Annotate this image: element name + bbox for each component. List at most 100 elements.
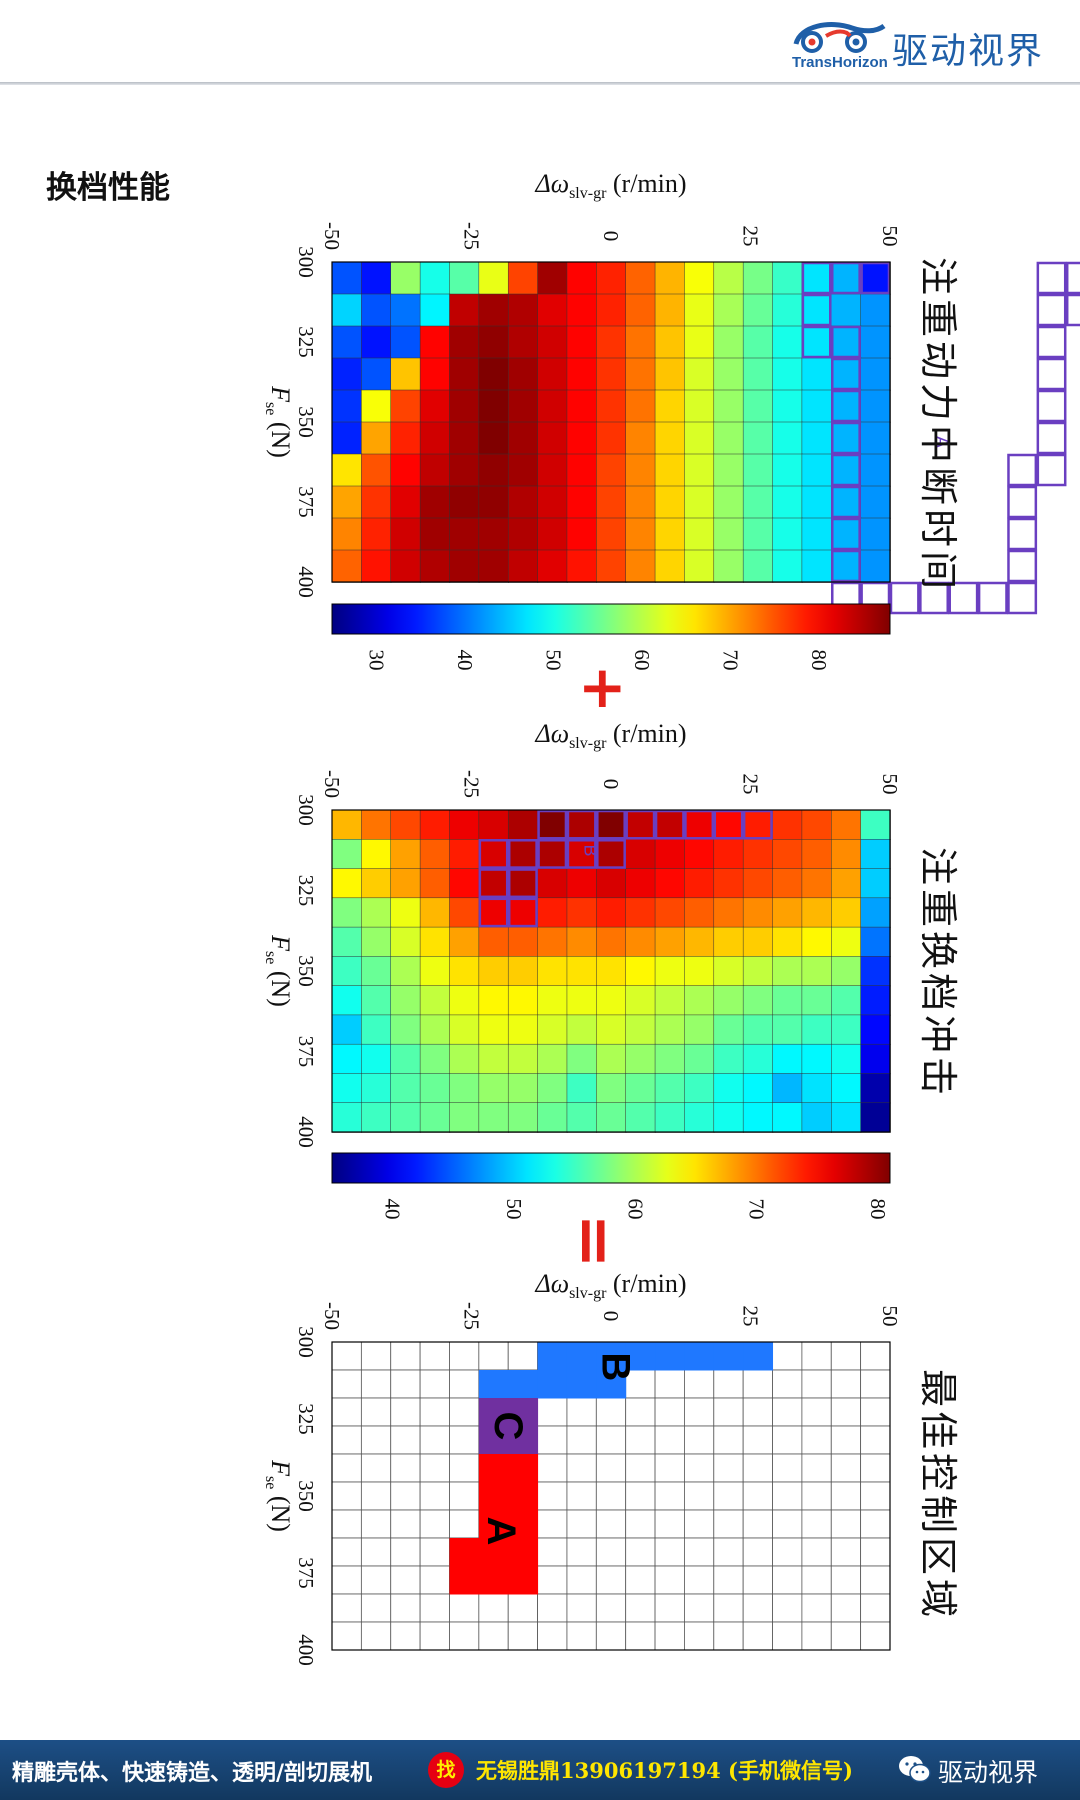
heatmap-cell [801,809,833,841]
heatmap-cell [390,485,421,519]
heatmap-cell [507,1073,539,1104]
heatmap-cell [537,261,568,295]
heatmap-cell [478,357,509,391]
zone-cell [508,1510,539,1539]
grid-cell [419,1537,450,1567]
colorbar-tick-label: 60 [623,1199,647,1220]
y-tick-label: 400 [294,1116,318,1148]
heatmap-cell [331,357,363,391]
y-tick-label: 375 [294,486,318,518]
grid-cell [713,1425,744,1455]
grid-cell [595,1481,627,1511]
grid-cell [801,1537,832,1567]
heatmap-cell [742,549,774,583]
heatmap-cell [507,517,539,551]
heatmap-cell [831,926,862,958]
heatmap-cell [566,421,598,455]
heatmap-cell [625,809,656,841]
heatmap-cell [478,293,509,327]
heatmap-cell [419,985,451,1016]
zone-cell [478,1426,509,1455]
region-outline-cell [478,897,509,928]
grid-cell [360,1341,392,1371]
grid-cell [801,1369,832,1399]
heatmap-cell [537,897,568,928]
heatmap-cell [596,485,627,519]
grid-cell [625,1509,656,1539]
heatmap-cell [860,809,891,841]
heatmap-cell [419,421,451,455]
grid-cell [537,1537,568,1567]
region-outline-cell [537,839,568,869]
zone-cell [684,1342,715,1371]
zone-cell [478,1370,509,1399]
heatmap-cell [625,517,656,551]
grid-cell [801,1453,832,1483]
zone-cell [508,1398,539,1427]
heatmap-cell [713,357,744,391]
heatmap-cell [772,809,803,841]
heatmap-cell [772,325,803,359]
grid-cell [772,1593,803,1623]
heatmap-cell [537,1102,568,1133]
grid-cell [654,1369,685,1399]
heatmap-cell [801,357,833,391]
colorbar-tick-label: 30 [364,650,388,671]
y-tick-label: 350 [294,406,318,438]
heatmap-cell [449,325,480,359]
panel-title: 注重换档冲击 [916,847,960,1099]
heatmap-cell [419,549,451,583]
heatmap-cell [860,517,891,551]
heatmap-cell [507,453,539,487]
wechat-icon [899,1756,931,1783]
grid-cell [478,1593,509,1623]
grid-cell [449,1593,480,1623]
grid-cell [713,1509,744,1539]
heatmap-cell [331,389,363,423]
heatmap-cell [331,868,363,899]
heatmap-cell [713,1043,744,1075]
heatmap-cell [772,1043,803,1075]
heatmap-cell [713,926,744,958]
y-tick-label: 325 [294,1403,318,1435]
zone-cell [449,1538,480,1567]
heatmap-cell [713,985,744,1016]
heatmap-cell [713,868,744,899]
grid-cell [654,1621,685,1651]
heatmap-cell [831,1014,862,1045]
heatmap-cell [478,549,509,583]
heatmap-cell [331,1102,363,1133]
heatmap-cell [566,357,598,391]
x-tick-label: -50 [320,770,344,798]
colorbar: 40 50 60 70 80 [331,1152,891,1220]
heatmap-cell [390,453,421,487]
heatmap-cell [419,261,451,295]
heatmap-cell [654,1073,686,1104]
heatmap-cell [831,809,862,841]
heatmap-cell [537,1073,568,1104]
heatmap-cell [713,1014,744,1045]
grid-cell [566,1397,597,1427]
heatmap-cell [596,357,627,391]
heatmap-cell [449,293,480,327]
equals-operator: = [556,1213,634,1269]
heatmap-cell [331,293,363,327]
heatmap-cell [684,868,715,899]
heatmap-cell [831,261,862,295]
zone-cell [537,1370,568,1399]
heatmap-cell [537,389,568,423]
heatmap-cell [507,926,539,958]
grid-cell [419,1425,450,1455]
heatmap-cell [772,293,803,327]
heatmap-cell [625,926,656,958]
grid-cell [360,1453,392,1483]
heatmap-cell [566,839,598,870]
heatmap-cell [507,261,539,295]
grid-cell [507,1341,538,1371]
region-outline-cell [537,809,568,840]
heatmap-cell [390,261,421,295]
grid-cell [449,1509,480,1539]
highlight-region: A [801,261,1080,615]
heatmap-cell [390,926,421,958]
heatmap-cell [713,549,744,583]
